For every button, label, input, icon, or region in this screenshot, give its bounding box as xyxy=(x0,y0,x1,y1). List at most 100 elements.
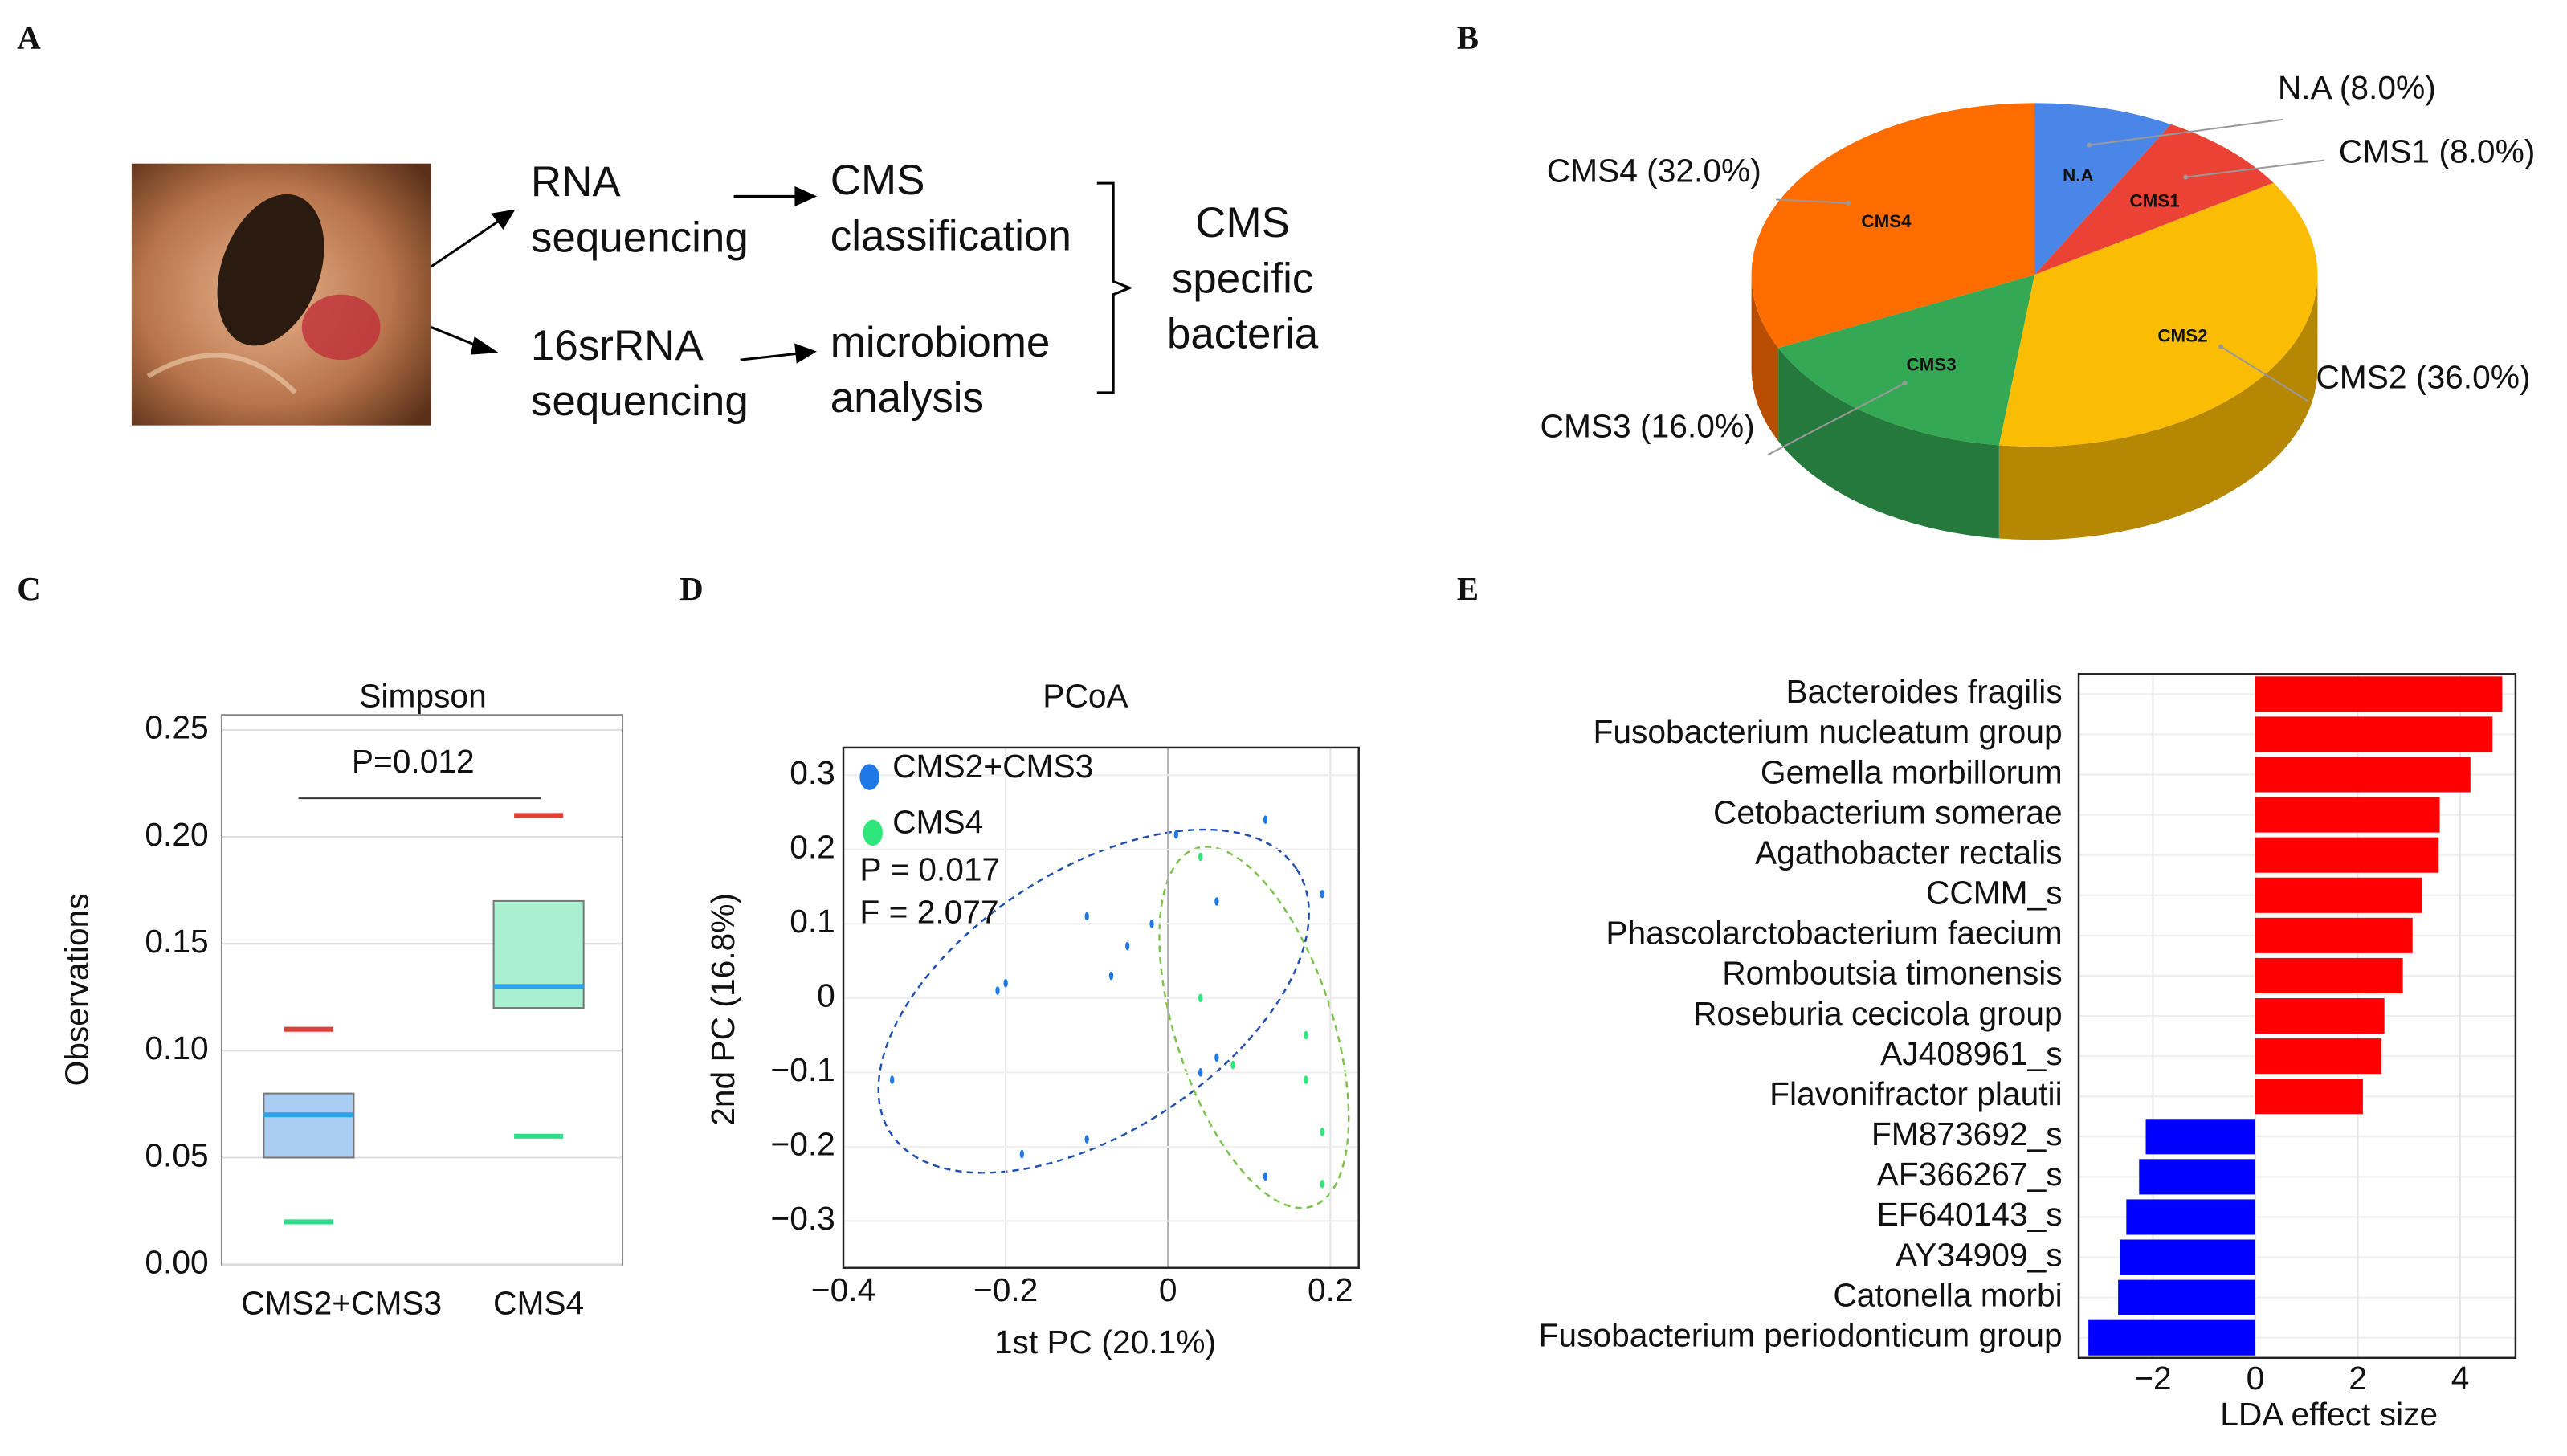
bar xyxy=(2139,1159,2256,1195)
leader-dot xyxy=(2218,344,2224,349)
annotation: F = 2.077 xyxy=(859,893,998,930)
point xyxy=(995,986,1000,995)
point xyxy=(1198,993,1203,1003)
y-axis-label: Observations xyxy=(58,893,95,1086)
slice-label: CMS3 xyxy=(1906,355,1956,375)
pie-slice xyxy=(2034,124,2274,275)
y-tick-label: −0.2 xyxy=(770,1126,835,1163)
x-tick-label: −0.4 xyxy=(811,1271,875,1308)
bar xyxy=(2255,716,2493,752)
chart-title: Simpson xyxy=(359,678,486,715)
point xyxy=(1084,1135,1089,1144)
y-tick-label: Roseburia cecicola group xyxy=(1693,995,2063,1032)
pie-slice xyxy=(1751,103,2035,349)
y-tick-label: FM873692_s xyxy=(1871,1115,2063,1152)
y-tick-label: 0 xyxy=(817,977,835,1014)
y-tick-label: Flavonifractor plautii xyxy=(1769,1075,2063,1112)
y-tick-label: Fusobacterium nucleatum group xyxy=(1593,713,2062,750)
point xyxy=(1108,971,1114,981)
leader-line xyxy=(1776,198,1848,204)
slice-label: CMS2 xyxy=(2157,325,2207,345)
slice-label: CMS1 xyxy=(2129,191,2179,211)
plot-frame xyxy=(2077,673,2517,1359)
bar xyxy=(2088,1319,2256,1356)
pie-side xyxy=(1778,348,1999,539)
y-tick-label: AF366267_s xyxy=(1877,1156,2063,1193)
y-tick-label: −0.1 xyxy=(770,1051,835,1088)
bar xyxy=(2255,877,2422,913)
y-tick-label: 0.3 xyxy=(790,754,835,791)
point xyxy=(1304,1030,1308,1040)
legend-label: CMS2+CMS3 xyxy=(892,748,1093,785)
point xyxy=(1125,941,1130,951)
point xyxy=(1173,830,1178,839)
y-tick-label: 0.10 xyxy=(145,1030,208,1067)
diagram-text: bacteria xyxy=(1167,311,1319,358)
pie-side xyxy=(1998,275,2318,540)
point xyxy=(1230,1060,1235,1070)
leader-dot xyxy=(1845,200,1851,206)
slice-label: N.A xyxy=(2063,165,2094,186)
y-tick-label: 0.2 xyxy=(790,828,835,865)
pie-slice xyxy=(1998,182,2318,447)
y-tick-label: Bacteroides fragilis xyxy=(1786,673,2063,710)
slice-label: CMS4 xyxy=(1861,211,1912,231)
point xyxy=(1198,852,1203,862)
bar xyxy=(2255,757,2471,793)
y-tick-label: Cetobacterium somerae xyxy=(1713,793,2063,830)
y-tick-label: Gemella morbillorum xyxy=(1761,753,2063,790)
x-tick-label: CMS2+CMS3 xyxy=(241,1284,442,1321)
point xyxy=(1149,919,1154,928)
y-tick-label: 0.20 xyxy=(145,816,208,853)
x-axis-label: LDA effect size xyxy=(2220,1396,2438,1433)
pie-slice xyxy=(2034,103,2171,275)
bar xyxy=(2255,917,2413,953)
point xyxy=(1263,1172,1268,1181)
y-tick-label: EF640143_s xyxy=(1877,1196,2063,1233)
y-tick-label: Catonella morbi xyxy=(1833,1276,2062,1313)
diagram-text: sequencing xyxy=(531,377,749,425)
leader-dot xyxy=(1902,381,1908,386)
confidence-ellipse xyxy=(1158,846,1350,1209)
point xyxy=(1198,1068,1203,1077)
leader-line xyxy=(2089,118,2283,146)
endoscopy-image xyxy=(131,163,431,426)
x-tick-label: 0.2 xyxy=(1308,1271,1353,1308)
box xyxy=(263,1092,355,1159)
diagram-text: specific xyxy=(1172,255,1314,302)
point xyxy=(1019,1149,1024,1159)
y-tick-label: CCMM_s xyxy=(1926,875,2063,912)
x-tick-label: CMS4 xyxy=(493,1284,584,1321)
annotation: P=0.012 xyxy=(352,743,475,780)
point xyxy=(1320,1179,1324,1189)
pie-value-label: CMS1 (8.0%) xyxy=(2339,133,2535,169)
diagram-text: classification xyxy=(830,212,1071,259)
y-tick-label: Agathobacter rectalis xyxy=(1755,834,2063,871)
point xyxy=(1320,1128,1324,1136)
panel-letter: B xyxy=(1457,19,1479,55)
pie-slice xyxy=(1778,275,2035,446)
bar xyxy=(2255,837,2439,873)
point xyxy=(1320,889,1324,899)
bar xyxy=(2145,1119,2256,1155)
y-axis-label: 2nd PC (16.8%) xyxy=(704,893,741,1126)
x-tick-label: 0 xyxy=(2247,1360,2265,1397)
bar xyxy=(2255,957,2403,993)
legend-marker xyxy=(863,819,883,846)
bar xyxy=(2120,1239,2256,1275)
point xyxy=(1003,979,1008,988)
diagram-arrows xyxy=(430,181,1133,394)
x-tick-label: 0 xyxy=(1159,1271,1177,1308)
panel-letter: C xyxy=(17,571,40,607)
bar xyxy=(2118,1279,2256,1315)
leader-dot xyxy=(2183,174,2189,180)
x-tick-label: −0.2 xyxy=(973,1271,1038,1308)
bar xyxy=(2126,1199,2256,1235)
leader-dot xyxy=(2087,142,2092,148)
pie-value-label: CMS3 (16.0%) xyxy=(1541,407,1755,444)
y-tick-label: 0.25 xyxy=(145,709,208,746)
pie-value-label: CMS2 (36.0%) xyxy=(2316,358,2530,395)
y-tick-label: 0.15 xyxy=(145,923,208,960)
leader-line xyxy=(2185,159,2324,178)
